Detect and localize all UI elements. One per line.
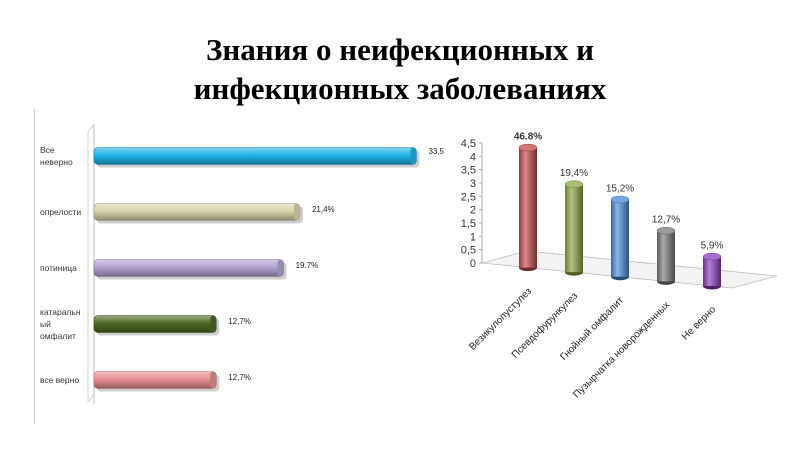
- data-label: 21,4%: [312, 205, 335, 214]
- category-label: ый: [40, 319, 51, 329]
- y-tick-label: 2,5: [461, 191, 476, 203]
- horizontal-bar-chart: Все неверно 33,5% опрелости 21,4% потиница 19.…: [34, 109, 444, 424]
- category-label: Все: [40, 145, 55, 155]
- bar-cap: [277, 259, 284, 277]
- category-label: неверно: [40, 157, 73, 167]
- page-title: Знания о неифекционных и инфекционных за…: [0, 30, 800, 108]
- cylinder-top: [518, 143, 538, 152]
- category-label: опрелости: [40, 207, 81, 217]
- category-label: катаральн: [40, 307, 81, 317]
- data-label: 33,5%: [428, 147, 444, 156]
- bar-cap: [210, 371, 217, 389]
- bar: [93, 147, 417, 165]
- bar-cap: [410, 147, 417, 165]
- data-label: 19,4%: [560, 168, 588, 179]
- y-tick-label: 0: [470, 258, 476, 270]
- y-tick-label: 3,5: [461, 165, 476, 177]
- data-label: 12,7%: [652, 215, 680, 226]
- category-label: потиница: [40, 263, 77, 273]
- y-tick-label: 4,5: [461, 138, 476, 150]
- left-chart-axis-depth-top: [87, 123, 95, 133]
- category-label: все верно: [40, 375, 79, 385]
- y-tick-label: 3: [470, 178, 476, 190]
- bar-cap: [293, 203, 300, 221]
- left-chart-axis-depth-bottom: [87, 393, 95, 403]
- bar: [93, 315, 217, 333]
- bar: [93, 371, 217, 389]
- category-label: Пузырчатка новорожденных: [571, 300, 672, 401]
- cylinder-bar: [703, 256, 721, 286]
- y-tick-label: 4: [470, 151, 476, 163]
- data-label: 15,2%: [606, 183, 634, 194]
- y-tick-label: 1: [470, 231, 476, 243]
- y-tick-label: 1,5: [461, 218, 476, 230]
- y-tick-label: 0,5: [461, 245, 476, 257]
- cylinder-bar-chart: 00,511,522,533,544,5 46.8%Везикулопустул…: [461, 132, 778, 401]
- bar: [93, 259, 284, 277]
- cylinder-top: [702, 252, 722, 261]
- cylinder-top: [610, 195, 630, 204]
- cylinder-bar: [657, 230, 675, 282]
- title-line-1: Знания о неифекционных и: [205, 32, 595, 67]
- cylinder-top: [656, 226, 676, 235]
- title-line-2: инфекционных заболеваниях: [193, 71, 607, 106]
- data-label: 46.8%: [514, 132, 542, 143]
- data-label: 19.7%: [296, 261, 319, 270]
- bar-cap: [210, 315, 217, 333]
- data-label: 12,7%: [228, 373, 251, 382]
- cylinder-top: [564, 180, 584, 188]
- category-label: омфалит: [40, 331, 76, 341]
- category-label: Не верно: [680, 304, 718, 342]
- cylinder-bar: [611, 199, 629, 277]
- bar: [93, 203, 301, 221]
- cylinder-bar: [565, 184, 583, 273]
- data-label: 12,7%: [228, 317, 251, 326]
- data-label: 5,9%: [701, 241, 724, 252]
- y-tick-label: 2: [470, 205, 476, 217]
- cylinder-bar: [519, 147, 537, 268]
